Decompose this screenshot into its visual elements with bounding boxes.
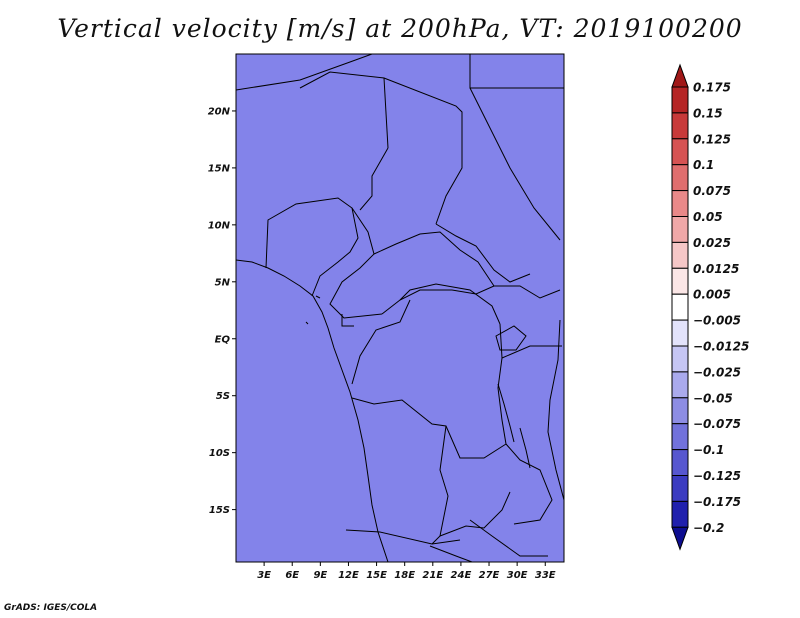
border-south-sudan	[435, 223, 531, 283]
colorbar-label: 0.075	[693, 184, 731, 198]
colorbar-label: −0.05	[693, 391, 733, 405]
border-gulf-guinea-islands	[305, 295, 354, 327]
colorbar-swatch	[671, 397, 689, 425]
colorbar-swatch	[671, 475, 689, 502]
border-car	[373, 231, 495, 315]
colorbar-swatch	[671, 345, 689, 373]
coastline-west-africa	[236, 259, 389, 562]
colorbar-swatch	[671, 371, 689, 399]
map-title: Vertical velocity [m/s] at 200hPa, VT: 2…	[57, 14, 743, 43]
lat-tick-label: 10S	[209, 448, 230, 459]
lon-tick-label: 12E	[338, 570, 359, 581]
border-zambia-south	[439, 491, 511, 537]
lon-tick-label: 6E	[285, 570, 299, 581]
colorbar-label: −0.125	[693, 469, 741, 483]
colorbar-swatch	[671, 319, 689, 347]
colorbar-label: 0.0125	[693, 262, 739, 276]
colorbar-label: −0.075	[693, 417, 741, 431]
colorbar-label: 0.005	[693, 288, 731, 302]
colorbar-swatch	[671, 449, 689, 477]
lon-tick-label: 3E	[257, 570, 271, 581]
colorbar-swatch	[671, 293, 689, 321]
border-tanzania	[501, 345, 562, 359]
border-congo	[351, 299, 411, 385]
colorbar-swatch	[671, 190, 689, 218]
colorbar-swatch	[671, 164, 689, 192]
border-lake-victoria	[495, 325, 527, 351]
border-nigeria	[265, 197, 359, 297]
lon-tick-label: 33E	[535, 570, 556, 581]
colorbar: 0.175 0.15 0.125 0.1 0.075 0.05 0.025 0.0125 0.0…	[671, 63, 749, 551]
border-drc-north	[399, 283, 501, 325]
border-red-sea	[469, 87, 561, 241]
lon-tick-label: 15E	[366, 570, 387, 581]
colorbar-swatch	[671, 500, 689, 528]
colorbar-label: 0.15	[693, 106, 723, 120]
lon-tick-label: 27E	[479, 570, 500, 581]
border-namibia-botswana	[429, 545, 473, 562]
longitude-axis: 3E 6E 9E 12E 15E 18E 21E 24E 27E 30E 33E	[257, 562, 556, 581]
colorbar-swatch	[671, 423, 689, 451]
velocity-field	[236, 54, 564, 562]
colorbar-label: −0.005	[693, 314, 741, 328]
colorbar-label: 0.125	[693, 132, 731, 146]
border-drc-east	[497, 323, 507, 445]
lat-tick-label: 5S	[216, 391, 230, 402]
grads-credit: GrADS: IGES/COLA	[4, 603, 98, 613]
lon-tick-label: 21E	[422, 570, 443, 581]
colorbar-swatch	[671, 267, 689, 295]
colorbar-swatch	[671, 138, 689, 166]
colorbar-label: 0.025	[693, 236, 731, 250]
border-ethiopia	[494, 285, 561, 299]
lat-tick-label: 5N	[215, 277, 231, 288]
lat-tick-label: 10N	[208, 220, 231, 231]
colorbar-top-arrow	[671, 63, 689, 88]
lon-tick-label: 9E	[313, 570, 327, 581]
colorbar-label: 0.175	[693, 81, 731, 95]
colorbar-label: −0.1	[693, 443, 724, 457]
border-algeria-libya	[236, 54, 373, 91]
border-angola-namibia	[345, 529, 461, 545]
lat-tick-label: 15S	[209, 505, 230, 516]
colorbar-label: 0.05	[693, 210, 723, 224]
colorbar-label: −0.175	[693, 495, 741, 509]
lat-tick-label: 20N	[208, 106, 231, 117]
border-east-coast	[547, 319, 564, 501]
border-lake-malawi	[519, 427, 531, 469]
border-mozambique	[505, 443, 553, 525]
colorbar-swatch	[671, 241, 689, 269]
border-angola-zambia	[431, 425, 449, 545]
lon-tick-label: 18E	[394, 570, 415, 581]
colorbar-label: −0.0125	[693, 340, 749, 354]
border-niger-chad	[299, 71, 389, 149]
colorbar-label: −0.2	[693, 521, 724, 535]
colorbar-label: −0.025	[693, 365, 741, 379]
lon-tick-label: 24E	[451, 570, 472, 581]
colorbar-swatch	[671, 216, 689, 243]
border-zimbabwe	[469, 519, 548, 557]
border-sudan	[383, 77, 463, 225]
lat-tick-label: 15N	[208, 163, 231, 174]
latitude-axis: 20N 15N 10N 5N EQ 5S 10S 15S	[208, 106, 236, 516]
colorbar-bottom-arrow	[671, 526, 689, 551]
colorbar-swatch	[671, 86, 689, 114]
country-borders	[236, 54, 564, 562]
border-chad-sudan	[359, 147, 389, 211]
colorbar-label: 0.1	[693, 158, 714, 172]
lon-tick-label: 30E	[507, 570, 528, 581]
colorbar-swatch	[671, 112, 689, 140]
lat-tick-label: EQ	[215, 334, 231, 345]
border-drc-south	[351, 397, 507, 459]
map-frame	[235, 53, 565, 563]
border-lake-tanganyika	[497, 383, 515, 443]
